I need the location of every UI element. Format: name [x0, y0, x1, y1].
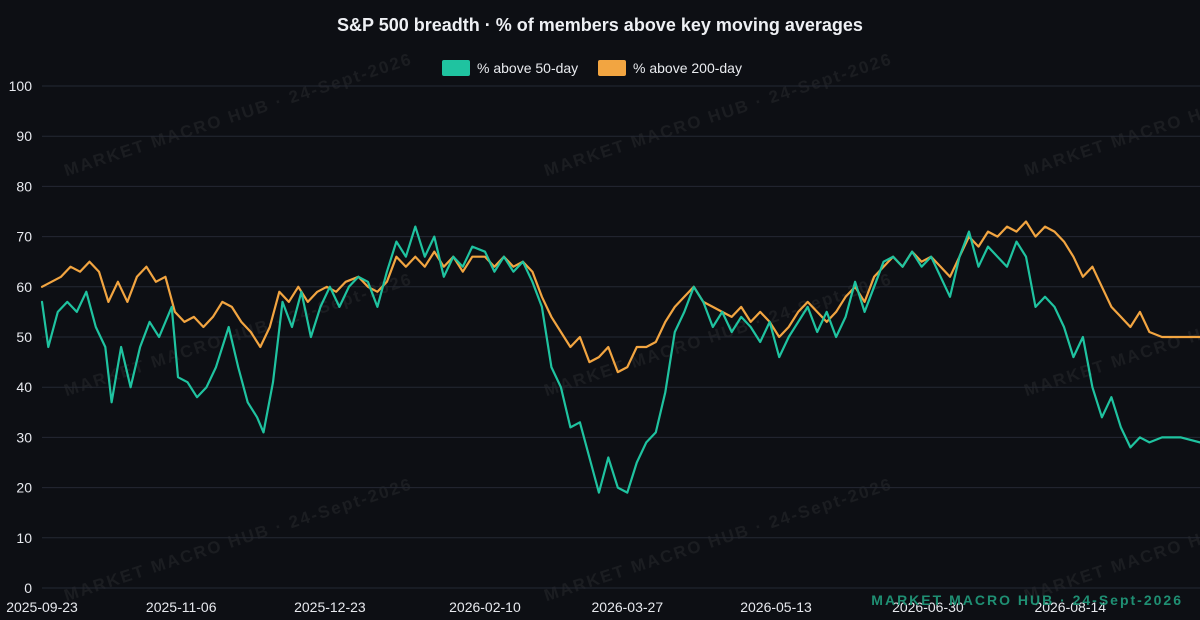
y-tick-label-0: 0 — [24, 580, 32, 596]
legend: % above 50-day % above 200-day — [442, 60, 742, 76]
y-tick-label-60: 60 — [16, 279, 32, 295]
watermark-corner: MARKET MACRO HUB · 24-Sept-2026 — [871, 592, 1183, 608]
y-tick-label-10: 10 — [16, 530, 32, 546]
watermark-text-7: MARKET MACRO HUB · 24-Sept-2026 — [542, 474, 895, 605]
y-tick-label-50: 50 — [16, 329, 32, 345]
legend-item-50-day[interactable]: % above 50-day — [442, 60, 578, 76]
series-lines — [40, 220, 1200, 494]
x-tick-label-2: 2025-12-23 — [294, 599, 366, 615]
legend-label-50-day: % above 50-day — [477, 60, 578, 76]
watermark-text-2: MARKET MACRO HUB · 24-Sept-2026 — [1022, 49, 1200, 180]
x-tick-label-6: 2026-06-30 — [892, 599, 964, 615]
y-tick-label-70: 70 — [16, 229, 32, 245]
x-tick-label-7: 2026-08-14 — [1034, 599, 1106, 615]
legend-swatch-200-day — [598, 60, 626, 76]
y-tick-label-100: 100 — [9, 78, 33, 94]
watermark-text-5: MARKET MACRO HUB · 24-Sept-2026 — [1022, 269, 1200, 400]
watermark-layer: MARKET MACRO HUB · 24-Sept-2026 MARKET MA… — [62, 49, 1200, 605]
x-tick-label-1: 2025-11-06 — [146, 599, 217, 615]
y-tick-label-20: 20 — [16, 480, 32, 496]
legend-swatch-50-day — [442, 60, 470, 76]
y-tick-label-30: 30 — [16, 429, 32, 445]
watermark-text-8: MARKET MACRO HUB · 24-Sept-2026 — [1022, 474, 1200, 605]
y-axis-ticks: 0 10 20 30 40 50 60 70 80 90 100 — [9, 78, 33, 596]
y-tick-label-40: 40 — [16, 379, 32, 395]
x-tick-label-5: 2026-05-13 — [740, 599, 812, 615]
y-tick-label-80: 80 — [16, 178, 32, 194]
gridlines — [42, 85, 1200, 589]
x-tick-label-0: 2025-09-23 — [6, 599, 78, 615]
x-tick-label-3: 2026-02-10 — [449, 599, 521, 615]
series-line-1 — [40, 220, 1200, 374]
x-tick-label-4: 2026-03-27 — [592, 599, 664, 615]
series-line-0 — [40, 225, 1200, 494]
y-tick-label-90: 90 — [16, 128, 32, 144]
watermark-text-0: MARKET MACRO HUB · 24-Sept-2026 — [62, 49, 415, 180]
legend-item-200-day[interactable]: % above 200-day — [598, 60, 742, 76]
legend-label-200-day: % above 200-day — [633, 60, 742, 76]
chart-title: S&P 500 breadth · % of members above key… — [337, 15, 863, 35]
watermark-text-4: MARKET MACRO HUB · 24-Sept-2026 — [542, 269, 895, 400]
x-axis-ticks: 2025-09-23 2025-11-06 2025-12-23 2026-02-10… — [6, 599, 1106, 615]
watermark-text-6: MARKET MACRO HUB · 24-Sept-2026 — [62, 474, 415, 605]
